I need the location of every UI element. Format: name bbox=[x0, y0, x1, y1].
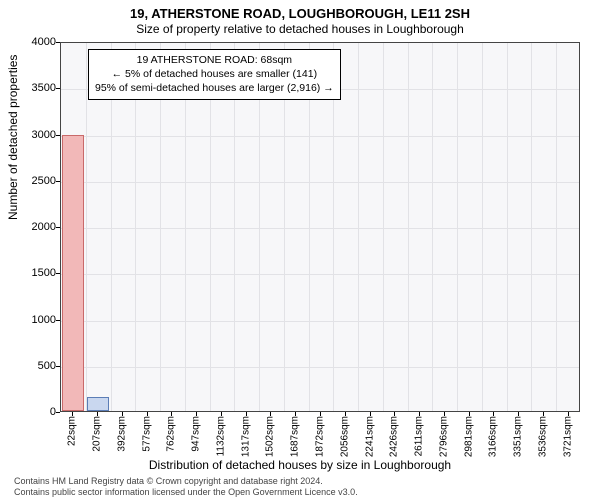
x-tick-label: 3351sqm bbox=[513, 416, 524, 457]
y-tick-mark bbox=[56, 366, 60, 367]
x-tick-label: 2611sqm bbox=[414, 416, 425, 456]
gridline-h bbox=[61, 321, 579, 322]
x-tick-label: 3166sqm bbox=[488, 416, 499, 457]
annotation-line-2: ← 5% of detached houses are smaller (141… bbox=[95, 67, 334, 81]
y-tick-label: 4000 bbox=[16, 36, 56, 48]
gridline-v bbox=[507, 43, 508, 411]
gridline-h bbox=[61, 228, 579, 229]
x-tick-label: 1687sqm bbox=[290, 416, 301, 457]
gridline-v bbox=[358, 43, 359, 411]
y-tick-mark bbox=[56, 412, 60, 413]
x-tick-label: 2056sqm bbox=[339, 416, 350, 457]
caption-line-2: Contains public sector information licen… bbox=[14, 487, 358, 498]
x-tick-label: 947sqm bbox=[191, 416, 202, 452]
gridline-h bbox=[61, 274, 579, 275]
x-tick-label: 1132sqm bbox=[215, 416, 226, 456]
x-axis-label: Distribution of detached houses by size … bbox=[0, 458, 600, 472]
x-tick-label: 1872sqm bbox=[315, 416, 326, 457]
x-tick-label: 762sqm bbox=[166, 416, 177, 452]
caption-line-1: Contains HM Land Registry data © Crown c… bbox=[14, 476, 358, 487]
y-tick-label: 3500 bbox=[16, 82, 56, 94]
x-tick-label: 1502sqm bbox=[265, 416, 276, 457]
annotation-line-1: 19 ATHERSTONE ROAD: 68sqm bbox=[95, 53, 334, 67]
y-tick-mark bbox=[56, 320, 60, 321]
bar-hero bbox=[62, 135, 84, 411]
annotation-box: 19 ATHERSTONE ROAD: 68sqm ← 5% of detach… bbox=[88, 49, 341, 100]
x-tick-label: 2796sqm bbox=[438, 416, 449, 457]
x-tick-label: 3721sqm bbox=[562, 416, 573, 457]
x-tick-label: 577sqm bbox=[141, 416, 152, 452]
gridline-v bbox=[457, 43, 458, 411]
y-tick-mark bbox=[56, 181, 60, 182]
y-tick-mark bbox=[56, 273, 60, 274]
source-caption: Contains HM Land Registry data © Crown c… bbox=[14, 476, 358, 499]
chart-title: 19, ATHERSTONE ROAD, LOUGHBOROUGH, LE11 … bbox=[0, 6, 600, 21]
y-tick-mark bbox=[56, 42, 60, 43]
x-tick-label: 3536sqm bbox=[537, 416, 548, 457]
gridline-h bbox=[61, 136, 579, 137]
y-tick-label: 2500 bbox=[16, 175, 56, 187]
gridline-h bbox=[61, 182, 579, 183]
chart-page: 19, ATHERSTONE ROAD, LOUGHBOROUGH, LE11 … bbox=[0, 0, 600, 500]
y-tick-label: 1500 bbox=[16, 267, 56, 279]
y-tick-label: 0 bbox=[16, 406, 56, 418]
y-tick-label: 3000 bbox=[16, 129, 56, 141]
x-tick-label: 1317sqm bbox=[240, 416, 251, 457]
x-tick-label: 392sqm bbox=[116, 416, 127, 452]
gridline-v bbox=[383, 43, 384, 411]
gridline-v bbox=[432, 43, 433, 411]
x-tick-label: 2426sqm bbox=[389, 416, 400, 457]
y-tick-label: 500 bbox=[16, 360, 56, 372]
gridline-v bbox=[86, 43, 87, 411]
y-tick-label: 1000 bbox=[16, 314, 56, 326]
annotation-line-3: 95% of semi-detached houses are larger (… bbox=[95, 81, 334, 95]
gridline-v bbox=[482, 43, 483, 411]
y-tick-mark bbox=[56, 227, 60, 228]
x-tick-label: 207sqm bbox=[92, 416, 103, 452]
gridline-v bbox=[556, 43, 557, 411]
y-tick-label: 2000 bbox=[16, 221, 56, 233]
gridline-v bbox=[408, 43, 409, 411]
bar bbox=[87, 397, 109, 411]
x-tick-label: 22sqm bbox=[67, 416, 78, 446]
y-tick-mark bbox=[56, 88, 60, 89]
gridline-h bbox=[61, 367, 579, 368]
gridline-v bbox=[531, 43, 532, 411]
x-tick-label: 2981sqm bbox=[463, 416, 474, 457]
y-tick-mark bbox=[56, 135, 60, 136]
chart-subtitle: Size of property relative to detached ho… bbox=[0, 22, 600, 36]
x-tick-label: 2241sqm bbox=[364, 416, 375, 457]
